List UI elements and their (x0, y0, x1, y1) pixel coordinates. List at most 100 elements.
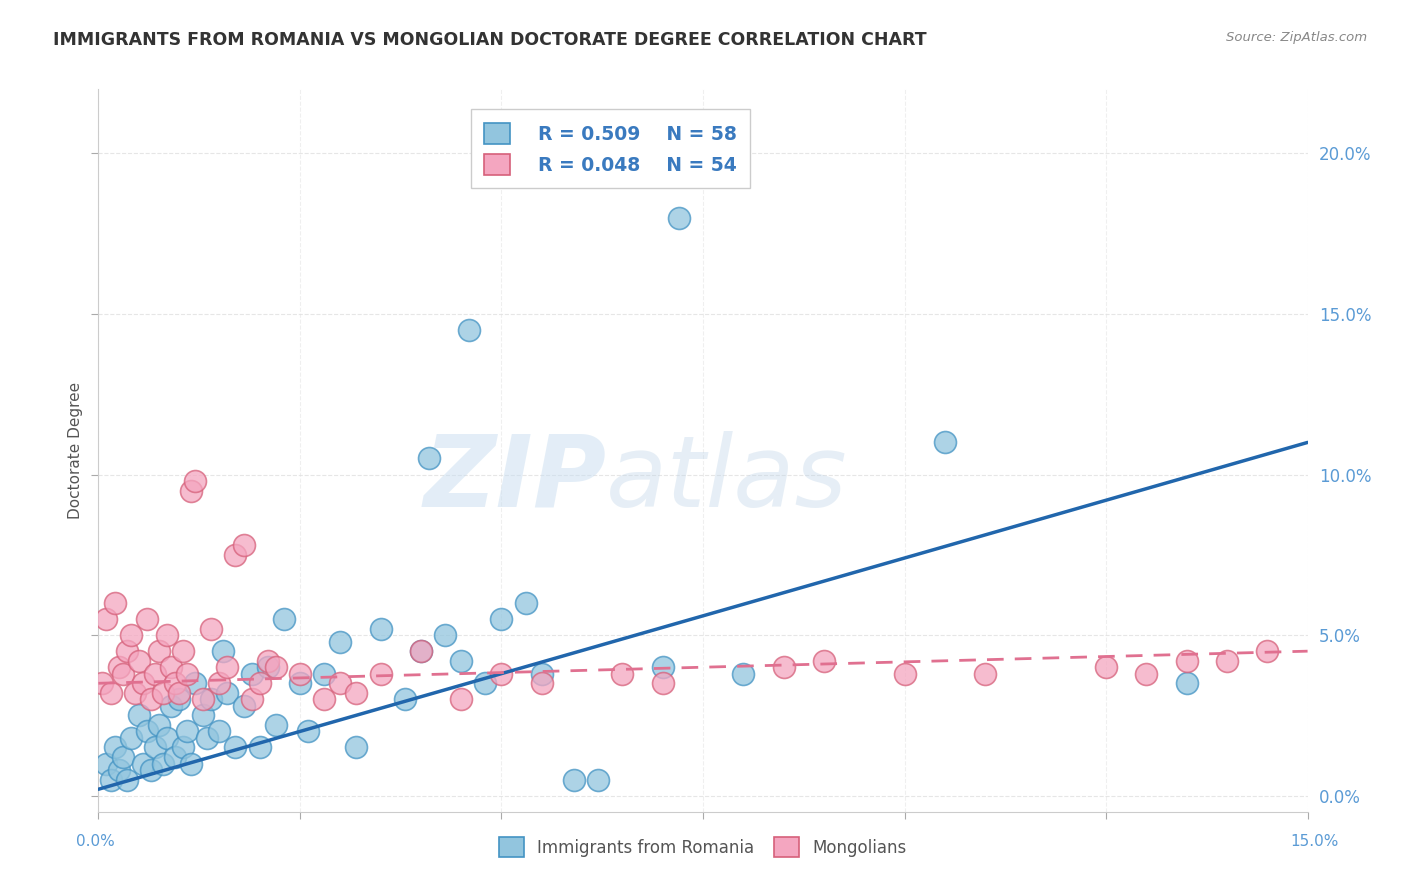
Point (434, 628, 457, 642)
Point (1216, 654, 1239, 668)
Point (208, 676, 231, 690)
Point (344, 740, 367, 755)
Point (111, 750, 134, 764)
Point (143, 740, 166, 755)
Point (491, 612, 513, 626)
Point (1175, 654, 1198, 668)
Point (733, 666, 755, 681)
Point (100, 772, 122, 787)
Legend: Immigrants from Romania, Mongolians: Immigrants from Romania, Mongolians (492, 830, 914, 864)
Point (143, 666, 166, 681)
Point (224, 548, 246, 562)
Point (288, 676, 311, 690)
Point (195, 731, 218, 745)
Point (297, 724, 319, 739)
Point (184, 474, 207, 488)
Point (217, 686, 239, 700)
Point (394, 692, 416, 706)
Point (530, 666, 553, 681)
Point (128, 708, 150, 723)
Point (458, 323, 481, 337)
Y-axis label: Doctorate Degree: Doctorate Degree (67, 382, 83, 519)
Point (249, 676, 271, 690)
Point (1135, 666, 1157, 681)
Point (1256, 644, 1278, 658)
Text: atlas: atlas (606, 431, 848, 528)
Legend:   R = 0.509    N = 58,   R = 0.048    N = 54: R = 0.509 N = 58, R = 0.048 N = 54 (471, 110, 749, 188)
Point (651, 676, 673, 690)
Point (100, 686, 122, 700)
Point (772, 660, 794, 674)
Point (288, 666, 311, 681)
Point (240, 666, 263, 681)
Point (651, 660, 673, 674)
Point (193, 692, 215, 706)
Point (152, 756, 174, 771)
Point (180, 756, 202, 771)
Point (232, 698, 254, 713)
Point (256, 654, 278, 668)
Point (135, 724, 157, 739)
Point (156, 731, 179, 745)
Point (612, 666, 634, 681)
Point (314, 666, 336, 681)
Point (586, 772, 609, 787)
Point (329, 676, 352, 690)
Point (132, 756, 155, 771)
Point (212, 644, 235, 658)
Point (217, 660, 239, 674)
Point (344, 686, 367, 700)
Point (370, 666, 392, 681)
Point (409, 644, 432, 658)
Point (893, 666, 915, 681)
Point (103, 740, 125, 755)
Point (160, 660, 183, 674)
Point (156, 628, 179, 642)
Point (148, 718, 170, 732)
Point (107, 660, 129, 674)
Point (91, 676, 114, 690)
Point (409, 644, 432, 658)
Point (1095, 660, 1118, 674)
Point (240, 692, 263, 706)
Point (208, 724, 231, 739)
Point (1175, 676, 1198, 690)
Point (139, 763, 162, 777)
Point (530, 676, 553, 690)
Point (115, 772, 138, 787)
Point (256, 660, 278, 674)
Point (668, 211, 690, 225)
Point (974, 666, 997, 681)
Point (111, 666, 134, 681)
Point (180, 483, 202, 498)
Point (314, 692, 336, 706)
Point (176, 724, 198, 739)
Point (264, 718, 287, 732)
Point (148, 644, 170, 658)
Point (200, 692, 222, 706)
Point (96, 612, 118, 626)
Point (132, 676, 155, 690)
Point (232, 538, 254, 552)
Point (562, 772, 585, 787)
Point (135, 612, 157, 626)
Point (163, 750, 186, 764)
Point (264, 660, 287, 674)
Text: Source: ZipAtlas.com: Source: ZipAtlas.com (1226, 31, 1367, 45)
Point (491, 666, 513, 681)
Point (370, 622, 392, 636)
Point (273, 612, 295, 626)
Point (184, 676, 207, 690)
Point (96, 756, 118, 771)
Point (200, 622, 222, 636)
Point (103, 596, 125, 610)
Text: ZIP: ZIP (423, 431, 606, 528)
Point (160, 698, 183, 713)
Point (329, 634, 352, 648)
Point (418, 451, 440, 466)
Text: 15.0%: 15.0% (1291, 834, 1339, 848)
Point (813, 654, 835, 668)
Point (107, 763, 129, 777)
Point (124, 686, 146, 700)
Point (172, 644, 194, 658)
